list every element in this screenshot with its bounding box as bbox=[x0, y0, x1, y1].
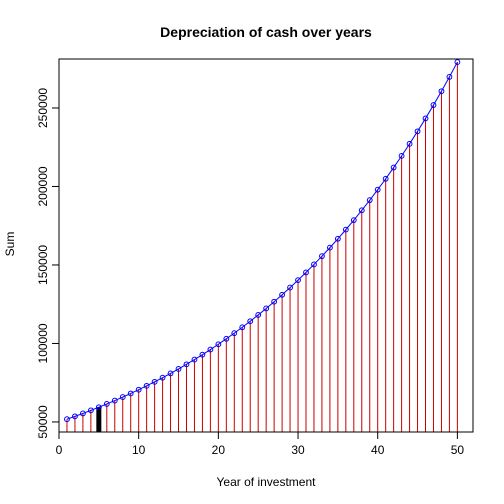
data-point bbox=[135, 386, 142, 393]
y-tick-label: 150000 bbox=[36, 245, 50, 285]
data-point bbox=[199, 351, 206, 358]
data-point bbox=[454, 59, 461, 65]
data-point bbox=[287, 284, 293, 291]
y-tick-label: 250000 bbox=[36, 88, 50, 128]
data-point bbox=[358, 207, 365, 214]
x-tick-label: 0 bbox=[56, 443, 63, 457]
data-point bbox=[382, 175, 389, 182]
y-tick-label: 200000 bbox=[36, 166, 50, 206]
data-point bbox=[271, 298, 278, 305]
data-point bbox=[342, 226, 349, 233]
data-point bbox=[127, 390, 134, 397]
x-tick-label: 20 bbox=[212, 443, 226, 457]
data-point bbox=[319, 253, 325, 260]
data-point bbox=[374, 186, 381, 193]
data-point bbox=[167, 370, 174, 377]
data-point bbox=[231, 330, 238, 337]
x-tick-label: 40 bbox=[371, 443, 385, 457]
data-point bbox=[247, 318, 254, 325]
data-point bbox=[151, 378, 158, 385]
data-point bbox=[239, 324, 246, 331]
data-point bbox=[398, 152, 405, 159]
data-point bbox=[406, 140, 413, 147]
data-point bbox=[111, 397, 118, 404]
x-tick-label: 30 bbox=[291, 443, 305, 457]
y-axis-label: Sum bbox=[3, 232, 17, 257]
data-point bbox=[159, 374, 166, 381]
data-point bbox=[223, 335, 230, 342]
data-point bbox=[191, 356, 198, 363]
x-axis-label: Year of investment bbox=[217, 475, 317, 489]
data-point bbox=[175, 366, 182, 372]
data-point bbox=[366, 197, 373, 204]
data-point bbox=[72, 413, 78, 420]
data-point bbox=[334, 235, 341, 242]
data-point bbox=[143, 382, 150, 389]
data-point bbox=[327, 244, 333, 251]
data-point bbox=[215, 341, 222, 348]
data-point bbox=[279, 291, 285, 298]
data-point bbox=[295, 277, 301, 284]
data-point bbox=[95, 404, 102, 411]
chart-title: Depreciation of cash over years bbox=[160, 24, 372, 40]
data-point bbox=[255, 312, 262, 318]
data-point bbox=[80, 410, 86, 417]
data-point bbox=[446, 73, 453, 80]
data-point bbox=[422, 115, 429, 122]
data-point bbox=[311, 261, 317, 268]
x-tick-label: 10 bbox=[132, 443, 146, 457]
x-tick-label: 50 bbox=[451, 443, 465, 457]
y-tick-label: 100000 bbox=[36, 323, 50, 363]
data-point bbox=[87, 407, 94, 414]
series-line bbox=[66, 61, 458, 420]
data-point bbox=[303, 269, 309, 276]
data-point bbox=[390, 164, 397, 171]
data-point bbox=[119, 394, 126, 400]
data-point bbox=[64, 416, 70, 423]
data-point bbox=[103, 401, 110, 407]
y-tick-label: 50000 bbox=[36, 405, 50, 439]
data-point bbox=[263, 305, 270, 312]
data-point bbox=[207, 346, 214, 353]
plot-layer bbox=[64, 59, 461, 432]
data-point bbox=[414, 128, 421, 135]
data-point bbox=[183, 361, 190, 368]
plot-frame bbox=[58, 58, 474, 433]
data-point bbox=[438, 88, 445, 95]
data-point bbox=[430, 102, 437, 108]
data-point bbox=[350, 217, 357, 224]
